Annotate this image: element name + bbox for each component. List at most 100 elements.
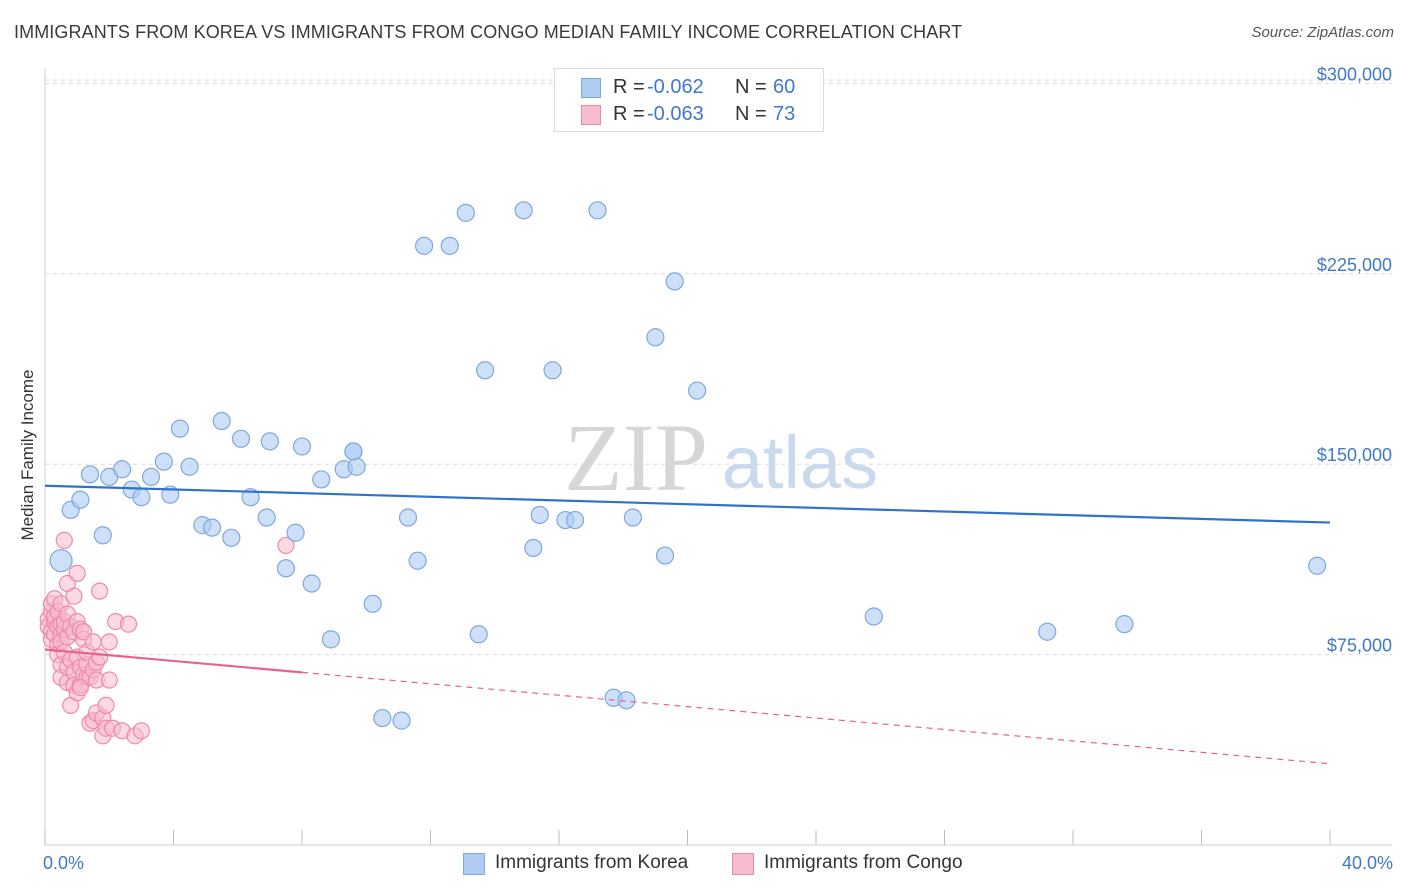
korea-point xyxy=(524,538,543,558)
korea-point xyxy=(260,432,279,451)
congo-point xyxy=(100,671,118,689)
korea-point xyxy=(655,546,675,565)
korea-point xyxy=(257,508,276,527)
korea-point xyxy=(543,361,562,380)
grid xyxy=(45,79,1392,656)
source-note: Source: ZipAtlas.com xyxy=(1251,24,1394,41)
congo-point xyxy=(65,587,83,605)
y-tick-label: $150,000 xyxy=(1317,445,1392,465)
korea-point xyxy=(93,526,112,545)
axes xyxy=(44,68,1392,846)
korea-point xyxy=(414,236,434,255)
korea-point xyxy=(617,691,636,710)
korea-point xyxy=(1308,556,1327,575)
korea-point xyxy=(241,488,260,507)
korea-point xyxy=(321,630,341,649)
korea-point xyxy=(141,467,161,486)
korea-point xyxy=(154,452,173,471)
korea-point xyxy=(623,508,642,527)
korea-point xyxy=(363,594,382,613)
korea-point xyxy=(276,559,296,578)
korea-point xyxy=(1038,622,1057,641)
watermark-zip: ZIP xyxy=(564,404,708,511)
congo-point xyxy=(97,696,115,714)
congo-legend-swatch xyxy=(732,853,754,875)
congo-series xyxy=(39,531,295,745)
korea-point xyxy=(231,429,251,448)
n-label: N = xyxy=(735,103,767,125)
congo-trend-extension xyxy=(301,671,1331,765)
korea-point xyxy=(1115,615,1134,634)
korea-legend-label: Immigrants from Korea xyxy=(495,852,689,873)
korea-point xyxy=(373,708,392,728)
korea-point xyxy=(646,328,665,347)
r-value: -0.063 xyxy=(647,103,704,125)
r-value: -0.062 xyxy=(647,76,704,98)
y-tick-label: $75,000 xyxy=(1327,636,1392,656)
korea-point xyxy=(222,528,241,547)
korea-point xyxy=(71,490,90,509)
korea-point xyxy=(112,460,132,479)
korea-point xyxy=(347,457,366,476)
congo-point xyxy=(132,722,150,740)
n-label: N = xyxy=(735,76,767,98)
korea-point xyxy=(530,505,549,525)
stats-row-congo: R = -0.063 N = 73 xyxy=(555,101,823,127)
congo-trend-line xyxy=(44,648,303,674)
congo-point xyxy=(91,582,109,600)
korea-point xyxy=(456,203,475,222)
korea-point xyxy=(392,711,411,730)
congo-legend-label: Immigrants from Congo xyxy=(764,852,963,873)
congo-point xyxy=(55,531,73,549)
r-label: R = xyxy=(613,103,645,125)
korea-point xyxy=(302,574,321,593)
n-value: 73 xyxy=(773,103,796,125)
korea-point xyxy=(408,551,427,570)
congo-point xyxy=(71,678,89,697)
korea-series xyxy=(49,201,1327,730)
congo-point xyxy=(84,633,102,651)
korea-point xyxy=(80,465,100,484)
x-tick-label: 40.0% xyxy=(1342,853,1393,873)
stats-legend: R = -0.062 N = 60 R = -0.063 N = 73 xyxy=(554,68,824,132)
korea-swatch xyxy=(581,78,601,98)
korea-point xyxy=(688,381,707,400)
korea-point xyxy=(476,361,495,380)
n-value: 60 xyxy=(773,76,796,98)
watermark: ZIP atlas xyxy=(564,404,878,511)
korea-point xyxy=(588,201,607,220)
korea-point xyxy=(398,508,418,527)
congo-point xyxy=(91,648,109,666)
korea-point xyxy=(440,236,459,255)
korea-point xyxy=(212,411,231,431)
chart-title: IMMIGRANTS FROM KOREA VS IMMIGRANTS FROM… xyxy=(14,22,963,42)
congo-swatch xyxy=(581,105,601,125)
korea-point xyxy=(565,510,585,530)
korea-point xyxy=(292,437,312,456)
korea-point xyxy=(170,419,190,438)
y-tick-label: $225,000 xyxy=(1317,255,1392,275)
korea-trend-line xyxy=(44,484,1331,524)
korea-point xyxy=(180,457,199,476)
korea-point xyxy=(469,625,488,644)
y-tick-label: $300,000 xyxy=(1317,64,1392,84)
korea-point xyxy=(286,523,305,542)
trend-lines xyxy=(44,484,1331,765)
tick-labels: $75,000 $150,000 $225,000 $300,000 0.0% 40.0% xyxy=(43,64,1393,873)
r-label: R = xyxy=(613,76,645,98)
korea-point xyxy=(49,549,73,573)
korea-point xyxy=(344,442,363,461)
korea-point xyxy=(864,607,883,626)
watermark-atlas: atlas xyxy=(722,421,878,504)
korea-legend-swatch xyxy=(463,853,485,875)
korea-point xyxy=(202,518,222,537)
korea-point xyxy=(312,470,331,489)
congo-point xyxy=(68,564,86,582)
x-tick-label: 0.0% xyxy=(43,853,84,873)
congo-point xyxy=(119,615,138,633)
congo-point xyxy=(277,536,295,555)
korea-point xyxy=(132,488,151,507)
korea-point xyxy=(514,201,533,220)
stats-row-korea: R = -0.062 N = 60 xyxy=(555,74,823,100)
